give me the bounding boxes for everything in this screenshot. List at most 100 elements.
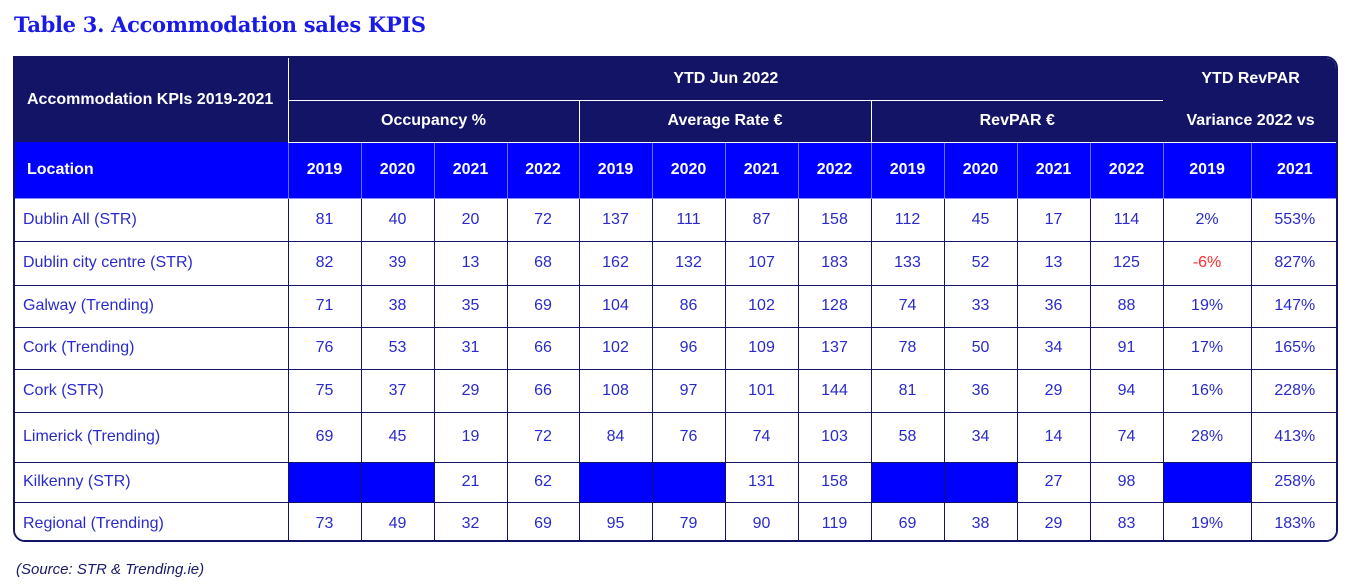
table-row: Cork (Trending) 76 53 31 66 102 96 109 137 78 50 34… — [15, 327, 1336, 370]
value-cell: 39 — [361, 241, 435, 286]
year-header: 2021 — [434, 142, 508, 199]
value-cell: 87 — [725, 198, 799, 242]
location-cell: Dublin city centre (STR) — [15, 241, 289, 286]
value-cell: 74 — [1090, 412, 1164, 463]
value-cell: 102 — [725, 285, 799, 328]
value-cell: 40 — [361, 198, 435, 242]
location-cell: Dublin All (STR) — [15, 198, 289, 242]
location-cell: Cork (Trending) — [15, 327, 289, 370]
value-cell: 78 — [871, 327, 945, 370]
empty-cell — [944, 462, 1018, 503]
table-row: Kilkenny (STR) 21 62 131 158 27 98 258% — [15, 462, 1336, 503]
value-cell: 413% — [1251, 412, 1336, 463]
value-cell: 45 — [944, 198, 1018, 242]
value-cell: 158 — [798, 462, 872, 503]
value-cell: 102 — [579, 327, 653, 370]
value-cell: 29 — [1017, 369, 1091, 413]
value-cell: 137 — [579, 198, 653, 242]
value-cell: 29 — [1017, 502, 1091, 540]
value-cell: 98 — [1090, 462, 1164, 503]
table-row: Galway (Trending) 71 38 35 69 104 86 102 128 74 33… — [15, 285, 1336, 328]
value-cell: 31 — [434, 327, 508, 370]
value-cell: 553% — [1251, 198, 1336, 242]
value-cell: 13 — [1017, 241, 1091, 286]
table-row: Regional (Trending) 73 49 32 69 95 79 90 119 69 38… — [15, 502, 1336, 540]
empty-cell — [871, 462, 945, 503]
value-cell: 183% — [1251, 502, 1336, 540]
value-cell: 72 — [507, 198, 580, 242]
value-cell: 76 — [288, 327, 362, 370]
table-row: Dublin All (STR) 81 40 20 72 137 111 87 158 112 45… — [15, 198, 1336, 242]
empty-cell — [579, 462, 653, 503]
value-cell: 29 — [434, 369, 508, 413]
year-header: 2021 — [1017, 142, 1091, 199]
value-cell: 81 — [288, 198, 362, 242]
ytd-revpar-header: YTD RevPAR — [1163, 58, 1336, 100]
average-rate-header: Average Rate € — [578, 100, 871, 143]
kpi-table-container: Accommodation KPIs 2019-2021 YTD Jun 202… — [13, 56, 1338, 542]
revpar-header: RevPAR € — [870, 100, 1164, 143]
value-cell: 66 — [507, 327, 580, 370]
value-cell: 38 — [944, 502, 1018, 540]
value-cell: 17 — [1017, 198, 1091, 242]
value-cell: 91 — [1090, 327, 1164, 370]
value-cell: 827% — [1251, 241, 1336, 286]
value-cell: 79 — [652, 502, 726, 540]
value-cell: 132 — [652, 241, 726, 286]
value-cell: 111 — [652, 198, 726, 242]
value-cell: 158 — [798, 198, 872, 242]
value-cell: 36 — [1017, 285, 1091, 328]
empty-cell — [288, 462, 362, 503]
value-cell: 66 — [507, 369, 580, 413]
table-title: Table 3. Accommodation sales KPIS — [14, 12, 426, 37]
value-cell: 72 — [507, 412, 580, 463]
occupancy-header: Occupancy % — [288, 100, 579, 143]
value-cell: 107 — [725, 241, 799, 286]
corner-header: Accommodation KPIs 2019-2021 — [15, 58, 289, 142]
value-cell: 75 — [288, 369, 362, 413]
empty-cell — [652, 462, 726, 503]
value-cell: 162 — [579, 241, 653, 286]
value-cell: 32 — [434, 502, 508, 540]
value-cell: 131 — [725, 462, 799, 503]
location-cell: Galway (Trending) — [15, 285, 289, 328]
value-cell: 52 — [944, 241, 1018, 286]
location-cell: Cork (STR) — [15, 369, 289, 413]
year-header: 2019 — [288, 142, 362, 199]
year-header: 2022 — [1090, 142, 1164, 199]
value-cell: 125 — [1090, 241, 1164, 286]
value-cell: 69 — [871, 502, 945, 540]
value-cell: 69 — [288, 412, 362, 463]
value-cell: 104 — [579, 285, 653, 328]
value-cell: 95 — [579, 502, 653, 540]
value-cell: 83 — [1090, 502, 1164, 540]
value-cell: -6% — [1163, 241, 1252, 286]
variance-header: Variance 2022 vs — [1163, 100, 1336, 143]
value-cell: 109 — [725, 327, 799, 370]
value-cell: 128 — [798, 285, 872, 328]
value-cell: 258% — [1251, 462, 1336, 503]
value-cell: 84 — [579, 412, 653, 463]
year-header: 2021 — [1251, 142, 1336, 199]
value-cell: 50 — [944, 327, 1018, 370]
value-cell: 37 — [361, 369, 435, 413]
value-cell: 165% — [1251, 327, 1336, 370]
value-cell: 19% — [1163, 285, 1252, 328]
value-cell: 69 — [507, 502, 580, 540]
year-header: 2022 — [507, 142, 580, 199]
header-row-2: Occupancy % Average Rate € RevPAR € Vari… — [15, 100, 1336, 143]
value-cell: 144 — [798, 369, 872, 413]
value-cell: 137 — [798, 327, 872, 370]
header-row-years: Location 2019 2020 2021 2022 2019 2020 2… — [15, 142, 1336, 199]
value-cell: 20 — [434, 198, 508, 242]
value-cell: 38 — [361, 285, 435, 328]
value-cell: 112 — [871, 198, 945, 242]
value-cell: 76 — [652, 412, 726, 463]
year-header: 2020 — [944, 142, 1018, 199]
ytd-header: YTD Jun 2022 — [288, 58, 1164, 101]
year-header: 2022 — [798, 142, 872, 199]
value-cell: 17% — [1163, 327, 1252, 370]
year-header: 2019 — [579, 142, 653, 199]
value-cell: 53 — [361, 327, 435, 370]
value-cell: 94 — [1090, 369, 1164, 413]
